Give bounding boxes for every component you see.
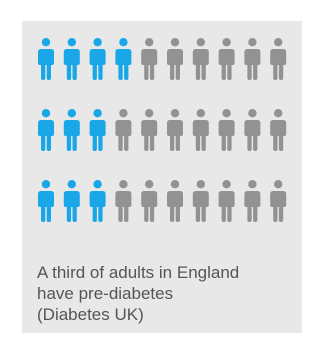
caption-line-2: have pre-diabetes bbox=[37, 284, 174, 303]
infographic-card: A third of adults in England have pre-di… bbox=[22, 21, 302, 333]
person-icon-highlighted bbox=[63, 38, 80, 80]
person-icon-regular bbox=[218, 109, 235, 151]
pictogram-svg bbox=[38, 38, 287, 222]
person-icon-regular bbox=[167, 109, 183, 151]
person-icon-highlighted bbox=[89, 109, 106, 151]
person-icon-regular bbox=[218, 38, 235, 80]
person-icon-highlighted bbox=[63, 109, 80, 151]
person-icon-highlighted bbox=[38, 180, 54, 222]
person-icon-regular bbox=[192, 38, 209, 80]
person-icon-regular bbox=[115, 180, 132, 222]
person-icon-regular bbox=[192, 180, 209, 222]
pictogram-chart bbox=[38, 38, 292, 226]
person-icon-highlighted bbox=[115, 38, 132, 80]
person-icon-regular bbox=[218, 180, 235, 222]
person-icon-highlighted bbox=[63, 180, 80, 222]
person-icon-regular bbox=[244, 38, 261, 80]
person-icon-regular bbox=[141, 38, 158, 80]
person-icon-regular bbox=[270, 180, 287, 222]
person-icon-highlighted bbox=[89, 180, 106, 222]
person-icon-regular bbox=[115, 109, 132, 151]
person-icon-regular bbox=[141, 180, 158, 222]
person-icon-highlighted bbox=[89, 38, 106, 80]
person-icon-regular bbox=[141, 109, 158, 151]
person-icon-regular bbox=[167, 38, 183, 80]
person-icon-regular bbox=[244, 109, 261, 151]
person-icon-regular bbox=[244, 180, 261, 222]
person-icon-regular bbox=[167, 180, 183, 222]
person-icon-highlighted bbox=[38, 109, 54, 151]
person-icon-highlighted bbox=[38, 38, 54, 80]
person-icon-regular bbox=[270, 109, 287, 151]
caption-line-3: (Diabetes UK) bbox=[37, 305, 144, 324]
caption-line-1: A third of adults in England bbox=[37, 263, 240, 282]
person-icon-regular bbox=[192, 109, 209, 151]
caption: A third of adults in England have pre-di… bbox=[37, 262, 295, 325]
person-icon-regular bbox=[270, 38, 287, 80]
